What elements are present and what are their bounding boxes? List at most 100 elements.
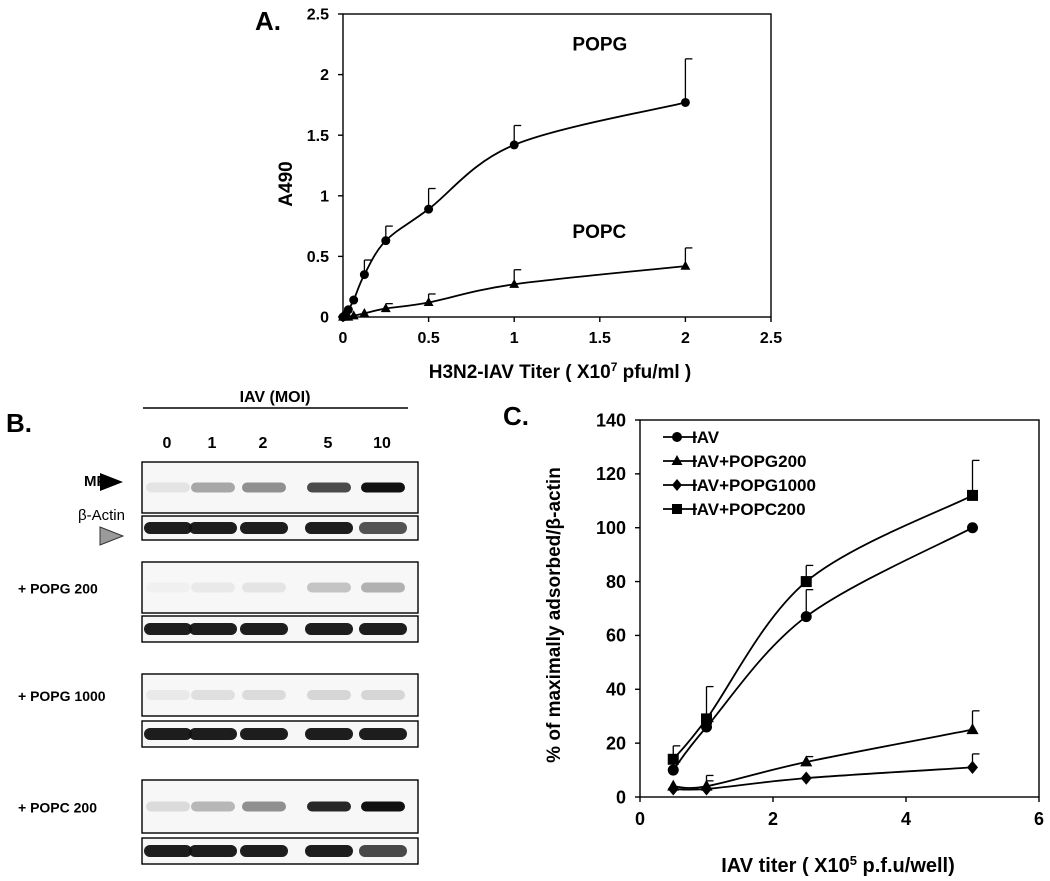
actin-band (359, 522, 407, 534)
blot-group: + POPC 200 (18, 779, 419, 865)
panel-a-series-popc-point (423, 297, 434, 307)
actin-band (189, 728, 237, 740)
panel-c-legend-marker (672, 479, 682, 491)
lane-label: 1 (208, 435, 217, 452)
panel-a-y-tick-label: 1.5 (307, 128, 329, 145)
mp-band (242, 801, 286, 812)
panel-c-y-tick-label: 80 (606, 572, 626, 592)
mp-band (307, 801, 351, 812)
panel-a-series-popc-point (380, 303, 391, 313)
mp-band (146, 690, 190, 700)
blot-condition-label: + POPG 200 (18, 581, 98, 597)
mp-band (191, 582, 235, 593)
panel-c-legend-label: IAV+POPG200 (692, 452, 807, 471)
panel-a-y-tick-label: 2 (320, 67, 329, 84)
panel-c-y-tick-label: 40 (606, 680, 626, 700)
panel-a-series-popg-point (424, 204, 434, 214)
blot-condition-label: + POPG 1000 (18, 688, 106, 704)
panel-c-series-iav-point (667, 764, 679, 776)
actin-band (305, 623, 353, 635)
mp-band (146, 801, 190, 812)
actin-band (305, 728, 353, 740)
lane-label: 0 (163, 435, 172, 452)
panel-c-legend-item: IAV+POPG200 (663, 452, 807, 471)
mp-band (361, 482, 405, 493)
panel-c-series-iav-popg200-point (800, 755, 813, 767)
panel-c-series-iav-point (800, 611, 812, 623)
panel-c-x-axis-label: IAV titer ( X105 p.f.u/well) (721, 853, 955, 878)
mp-band (307, 690, 351, 700)
panel-c-legend-item: IAV+POPC200 (663, 500, 806, 519)
actin-band (305, 845, 353, 857)
blot-header: IAV (MOI) (240, 389, 311, 406)
panel-a-y-axis-label: A490 (276, 161, 297, 206)
blot-group: + POPG 200 (18, 561, 419, 643)
panel-c-series-iav-popg1000-point (667, 782, 679, 796)
panel-a-series-label-popc: POPC (572, 222, 626, 243)
panel-b-letter: B. (6, 408, 32, 438)
mp-blot-box (141, 561, 419, 614)
panel-a-x-axis-label: H3N2-IAV Titer ( X107 pfu/ml ) (429, 360, 692, 383)
panel-a-plot-frame (342, 13, 772, 318)
panel-a-series-popg-point (509, 140, 519, 150)
panel-a-x-tick-label: 1 (510, 330, 519, 347)
panel-c-series-iav-popg1000-point (800, 771, 812, 785)
actin-band (144, 845, 192, 857)
panel-c-x-tick-label: 0 (635, 809, 645, 829)
mp-band (361, 801, 405, 812)
panel-c-plot-area: 0 2 4 6020406080100120140IAVIAV+POPG200IAV+… (596, 410, 1044, 829)
panel-a-series-popc-point (359, 307, 370, 317)
mp-band (191, 801, 235, 812)
mp-band (242, 690, 286, 700)
mp-band (361, 690, 405, 700)
mp-band (307, 582, 351, 593)
panel-c-legend-marker (671, 455, 683, 465)
panel-c-series-iav-popg200-line (673, 728, 973, 789)
panel-c-x-tick-label: 6 (1034, 809, 1044, 829)
panel-c: C. 0 2 4 6020406080100120140IAVIAV+POPG200I… (503, 401, 1044, 877)
actin-label: β-Actin (78, 507, 125, 524)
panel-a-letter: A. (255, 6, 281, 36)
panel-c-series-iav-popc200-point (967, 489, 978, 501)
actin-band (240, 728, 288, 740)
actin-arrow-icon (99, 526, 125, 546)
panel-c-y-tick-label: 120 (596, 464, 626, 484)
actin-band (359, 623, 407, 635)
panel-c-legend-item: IAV (663, 428, 720, 447)
mp-blot-box (141, 673, 419, 717)
panel-c-legend-marker (672, 504, 682, 514)
panel-a-x-tick-label: 2.5 (760, 330, 782, 347)
blot-group: + POPG 1000 (18, 673, 419, 748)
panel-c-series-iav-popc200-point (800, 576, 812, 588)
panel-c-x-tick-label: 2 (768, 809, 778, 829)
mp-arrow-icon (100, 473, 123, 491)
panel-a-series-popc-point (509, 278, 520, 288)
panel-c-series-iav-popc200-point (667, 753, 679, 765)
panel-c-series-iav-popc200-line (672, 494, 973, 760)
panel-c-series-iav-point (967, 522, 978, 534)
mp-band (307, 482, 351, 493)
panel-c-y-tick-label: 20 (606, 733, 626, 753)
mp-band (191, 690, 235, 700)
mp-band (361, 582, 405, 593)
panel-a: A. 0 0.5 1 1.5 2 2.5 0 0.5 1 1.5 2 2.5 POPG POPC A490… (255, 6, 782, 383)
blot-condition-label: + POPC 200 (18, 800, 97, 816)
panel-c-series-iav-popg1000-point (701, 782, 712, 796)
panel-c-series-iav-popg200-point (966, 723, 979, 735)
panel-c-series-iav-popg1000-point (967, 760, 978, 774)
panel-a-x-tick-label: 0 (339, 330, 348, 347)
actin-band (189, 845, 237, 857)
blots: + POPG 200 + POPG 1000 + POPC 200 (18, 461, 419, 865)
actin-band (189, 623, 237, 635)
panel-c-x-tick-label: 4 (901, 809, 911, 829)
actin-band (144, 522, 192, 534)
panel-c-y-tick-label: 100 (596, 518, 626, 538)
panel-a-y-tick-label: 2.5 (307, 7, 329, 24)
lane-label: 5 (324, 435, 333, 452)
panel-c-series-iav-line (672, 526, 973, 771)
panel-a-y-tick-label: 0.5 (307, 249, 329, 266)
panel-a-series-popc-point (680, 260, 691, 270)
panel-c-plot-frame (639, 419, 1040, 798)
panel-a-series-popg-point (680, 97, 690, 107)
